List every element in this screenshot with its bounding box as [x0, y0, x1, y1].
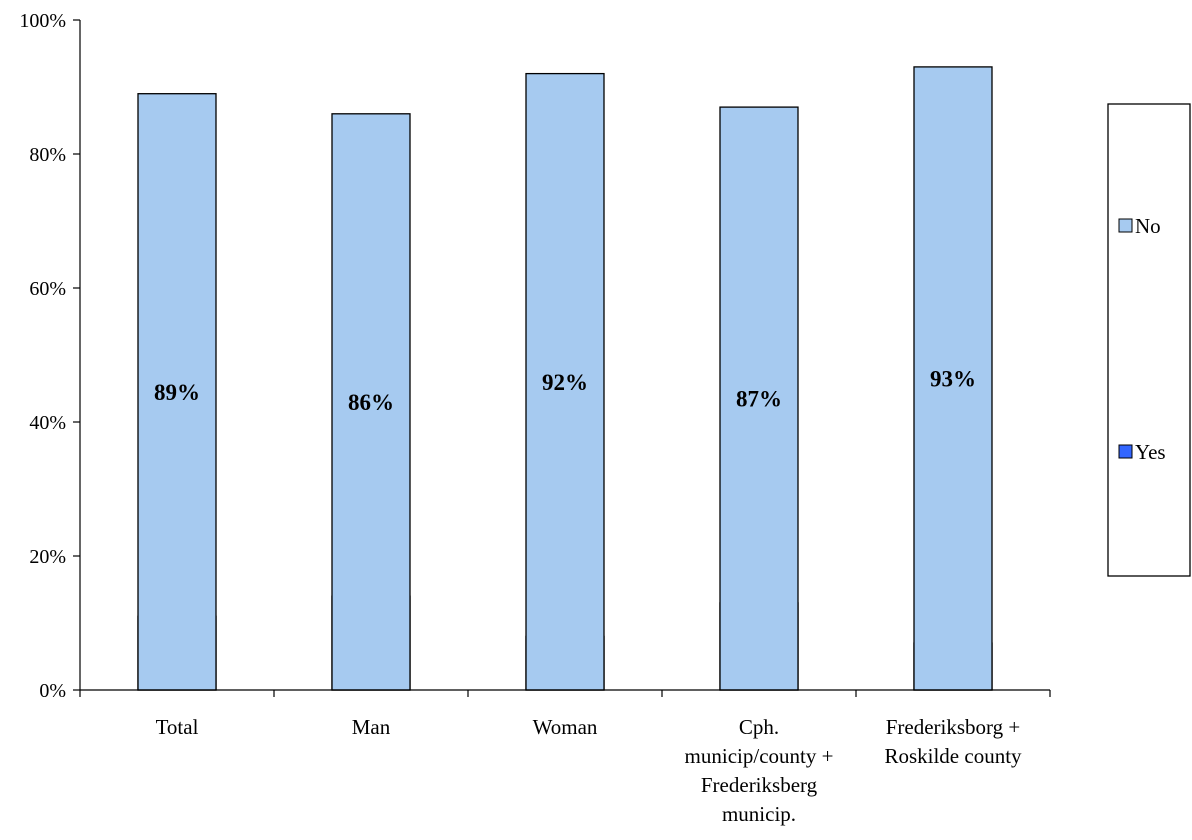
x-tick-label-2: Woman	[533, 715, 598, 739]
bars: 11%89%14%86%8%92%13%87%7%93%	[137, 66, 993, 691]
legend-label-no: No	[1135, 214, 1161, 238]
data-label-no-2: 92%	[542, 370, 588, 395]
bar-no-4	[913, 66, 993, 691]
x-tick-label-4: Frederiksborg + Roskilde county	[884, 715, 1022, 768]
bar-no-0	[137, 93, 217, 691]
y-tick-label-3: 60%	[29, 278, 66, 300]
y-tick-label-0: 0%	[39, 680, 66, 702]
legend-label-yes: Yes	[1135, 440, 1166, 464]
bar-no-3	[719, 106, 799, 691]
y-tick-label-4: 80%	[29, 144, 66, 166]
legend-box	[1107, 103, 1191, 577]
bar-no-1	[331, 113, 411, 691]
x-tick-label-0: Total	[156, 715, 199, 739]
data-label-no-4: 93%	[930, 366, 976, 391]
data-label-no-1: 86%	[348, 390, 394, 415]
data-label-no-3: 87%	[736, 387, 782, 412]
bar-no-2	[525, 72, 605, 691]
axes: 0% 20% 40% 60% 80% 100% Total Man Woman Cph. munic…	[19, 10, 1051, 826]
legend-swatch-yes	[1118, 444, 1133, 459]
y-tick-label-2: 40%	[29, 412, 66, 434]
x-tick-label-1: Man	[352, 715, 391, 739]
x-tick-label-3: Cph. municip/county + Frederiksberg municip…	[685, 715, 834, 826]
data-label-no-0: 89%	[154, 380, 200, 405]
legend-swatch-no	[1118, 218, 1133, 233]
y-tick-label-1: 20%	[29, 546, 66, 568]
legend: No Yes	[1107, 103, 1191, 577]
y-tick-label-5: 100%	[19, 10, 66, 32]
